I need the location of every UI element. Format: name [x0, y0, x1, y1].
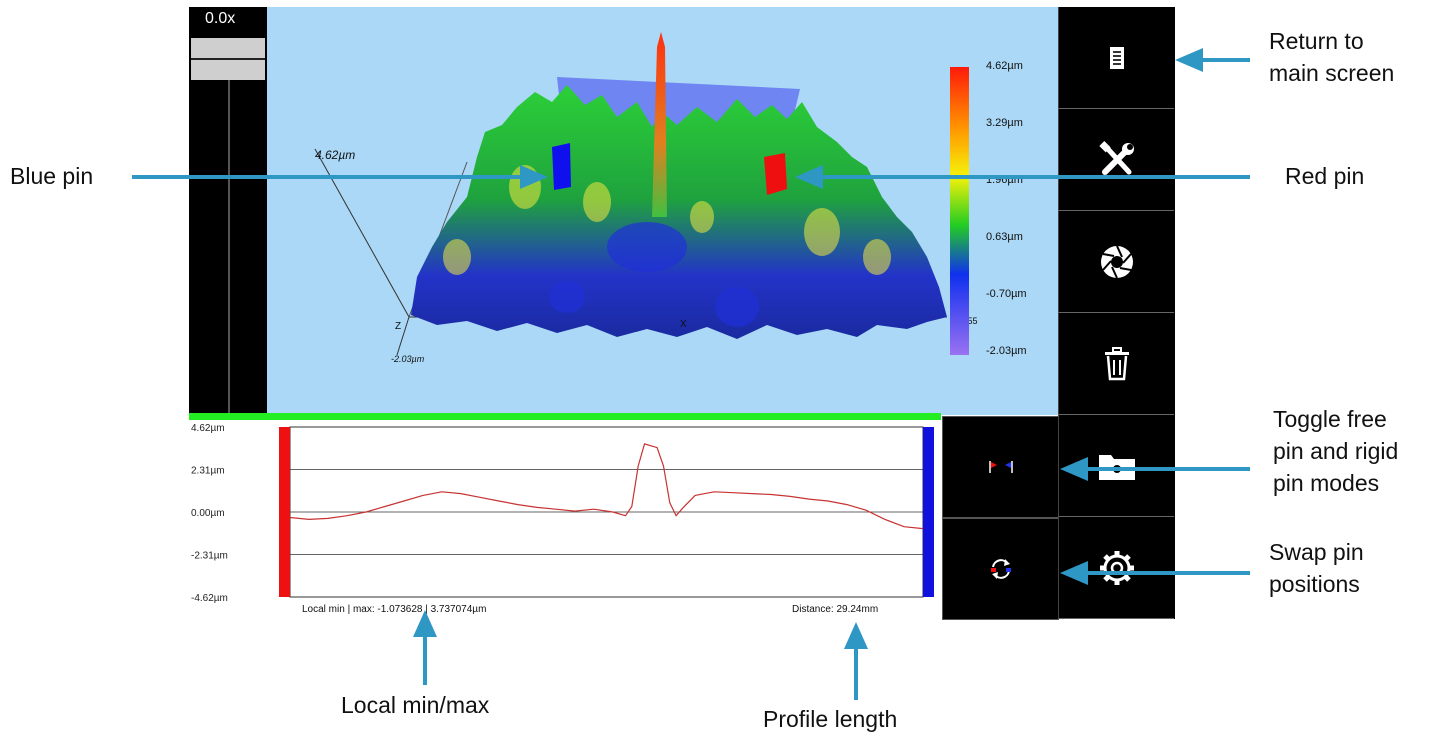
swap-icon	[990, 559, 1011, 579]
profile-divider-bar	[189, 413, 941, 420]
zoom-slider-track[interactable]	[228, 80, 230, 415]
swap-pins-button[interactable]	[942, 518, 1059, 620]
profile-chart: 4.62µm 2.31µm 0.00µm -2.31µm -4.62µm	[191, 423, 934, 604]
capture-button[interactable]	[1058, 211, 1174, 313]
document-icon	[1109, 46, 1124, 69]
delete-button[interactable]	[1058, 313, 1174, 415]
blue-pin-marker[interactable]	[552, 143, 571, 190]
axis-z-label: Z	[395, 321, 401, 332]
aperture-icon	[1100, 245, 1133, 278]
axis-x-label: X	[680, 319, 687, 330]
zoom-value: 0.0x	[205, 10, 236, 27]
settings-button[interactable]	[1058, 517, 1174, 619]
pin-pair-icon	[988, 461, 1013, 473]
folder-button[interactable]	[1058, 415, 1174, 517]
profile-line	[289, 443, 924, 530]
axis-top-label: 4.62µm	[315, 148, 355, 162]
red-pin-marker[interactable]	[764, 153, 787, 195]
wrench-screwdriver-icon	[1098, 140, 1134, 175]
tools-button[interactable]	[1058, 109, 1174, 211]
zoom-slider-line	[191, 58, 265, 60]
callout-swap-pins: Swap pin positions	[1269, 539, 1364, 598]
main-toolbar	[1058, 7, 1175, 619]
local-minmax-readout: Local min | max: -1.073628 | 3.737074µm	[302, 604, 487, 615]
callout-blue-pin: Blue pin	[10, 163, 94, 189]
main-screen-button[interactable]	[1058, 7, 1174, 109]
callout-toggle-pins: Toggle free pin and rigid pin modes	[1273, 406, 1399, 497]
colorbar-tick: -0.70µm	[986, 288, 1027, 300]
trash-icon	[1104, 346, 1129, 380]
colorbar-tick: 3.29µm	[986, 117, 1023, 129]
distance-readout: Distance: 29.24mm	[792, 604, 879, 615]
colorbar-tick: 0.63µm	[986, 231, 1023, 243]
profile-y-tick: 2.31µm	[191, 466, 225, 477]
profile-y-tick: 0.00µm	[191, 508, 225, 519]
profile-panel: 4.62µm 2.31µm 0.00µm -2.31µm -4.62µm Local m…	[189, 420, 941, 620]
height-colorbar	[950, 67, 969, 355]
profile-y-tick: 4.62µm	[191, 423, 225, 434]
callout-red-pin: Red pin	[1285, 163, 1365, 189]
red-pin-bar[interactable]	[279, 427, 290, 597]
surface-3d-render: 4.62µm -2.03µm Z X 59.55	[314, 32, 978, 364]
axis-bottom-label: -2.03µm	[391, 354, 425, 364]
gear-icon	[1099, 550, 1134, 585]
surface-3d-view[interactable]: 4.62µm -2.03µm Z X 59.55 4.62µm 3.29µm 1…	[267, 7, 1058, 415]
callout-return-main: Return to main screen	[1269, 28, 1395, 87]
colorbar-tick: 4.62µm	[986, 60, 1023, 72]
profile-y-tick: -2.31µm	[191, 551, 228, 562]
colorbar-tick: -2.03µm	[986, 345, 1027, 357]
profile-y-tick: -4.62µm	[191, 593, 228, 604]
callout-local-minmax: Local min/max	[341, 692, 490, 718]
callout-profile-length: Profile length	[763, 706, 898, 732]
blue-pin-bar[interactable]	[923, 427, 934, 597]
